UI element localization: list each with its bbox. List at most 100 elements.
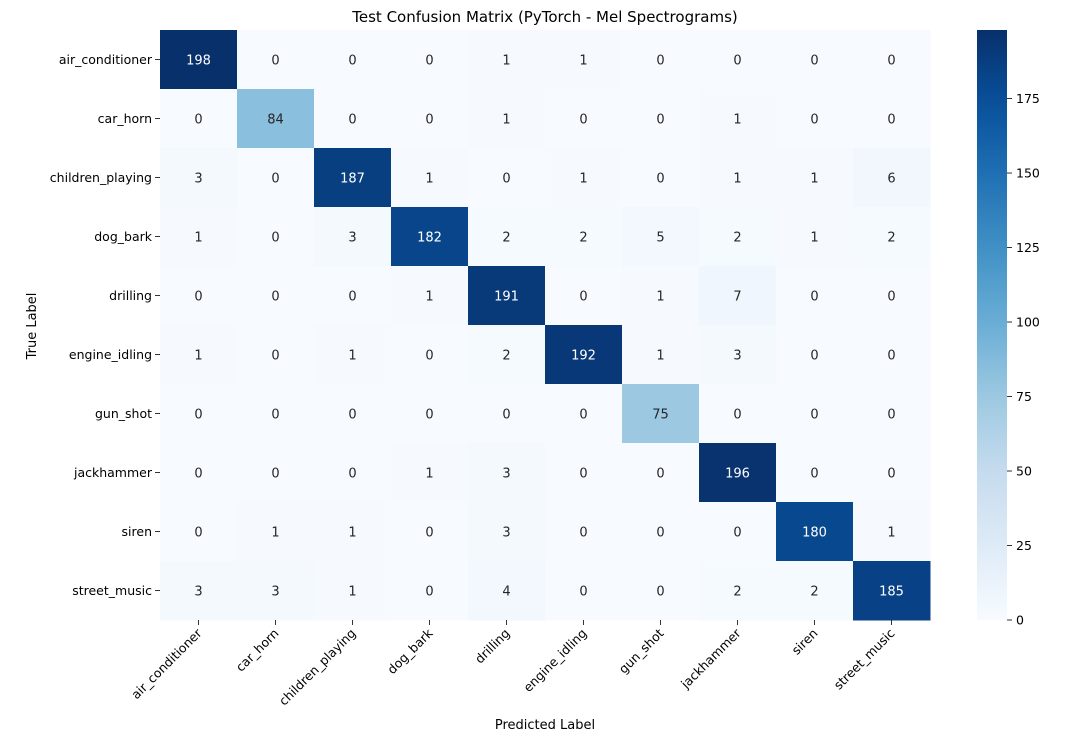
heatmap-cell [776,148,854,208]
cell-value-label: 1 [502,54,510,69]
y-tick-label: children_playing [50,170,152,185]
heatmap-cell [545,561,623,621]
x-tick-label: engine_idling [520,626,589,695]
cell-value-label: 0 [425,526,433,541]
y-axis-label: True Label [25,293,40,361]
cell-value-label: 0 [656,467,664,482]
heatmap-cell [391,207,469,267]
cell-value-label: 0 [656,526,664,541]
heatmap-cell [160,266,238,326]
colorbar-tick-label: 50 [1016,464,1032,479]
heatmap-cell [314,502,392,562]
heatmap-cell [853,266,931,326]
cell-value-label: 1 [887,526,895,541]
cell-value-label: 0 [502,408,510,423]
cell-value-label: 1 [733,113,741,128]
heatmap-cell [622,443,700,503]
colorbar-tick-label: 25 [1016,538,1032,553]
heatmap-cell [160,561,238,621]
cell-value-label: 1 [348,349,356,364]
cell-value-label: 2 [733,231,741,246]
heatmap-cell [776,561,854,621]
x-tick-label: siren [788,626,820,658]
cell-value-label: 2 [502,231,510,246]
cell-value-label: 191 [494,290,519,305]
cell-value-label: 1 [656,290,664,305]
cell-value-label: 0 [271,172,279,187]
cell-value-label: 0 [502,172,510,187]
colorbar-tick-label: 75 [1016,389,1032,404]
colorbar-tick-label: 150 [1016,166,1040,181]
y-tick-label: street_music [72,583,152,598]
cell-value-label: 0 [887,467,895,482]
x-tick-label: drilling [472,626,513,667]
heatmap-cell [468,148,546,208]
y-tick-label: jackhammer [73,465,153,480]
heatmap-cell [237,384,315,444]
cell-value-label: 2 [733,585,741,600]
heatmap-cell [853,148,931,208]
heatmap-cell [237,502,315,562]
heatmap-cell [314,325,392,385]
cell-value-label: 1 [194,231,202,246]
heatmap-cell [391,384,469,444]
cell-value-label: 2 [502,349,510,364]
cell-value-label: 0 [656,113,664,128]
heatmap-cell [468,207,546,267]
heatmap-cell [160,207,238,267]
cell-value-label: 1 [579,172,587,187]
cell-value-label: 1 [810,172,818,187]
heatmap-cell [314,148,392,208]
cell-value-label: 0 [887,54,895,69]
heatmap-cell [391,266,469,326]
heatmap-cell [853,30,931,90]
y-tick-label: gun_shot [95,406,152,421]
heatmap-cell [776,30,854,90]
cell-value-label: 2 [810,585,818,600]
heatmap-cell [776,384,854,444]
heatmap-cell [314,89,392,149]
heatmap-cell [622,89,700,149]
heatmap-cell [160,325,238,385]
heatmap-cell [699,325,777,385]
heatmap-cell [160,89,238,149]
heatmap-cell [391,30,469,90]
heatmap-cell [160,148,238,208]
cell-value-label: 0 [271,349,279,364]
cell-value-label: 0 [579,526,587,541]
cell-value-label: 1 [502,113,510,128]
colorbar-tick-label: 125 [1016,240,1040,255]
heatmap-cell [468,384,546,444]
cell-value-label: 0 [579,585,587,600]
heatmap-cell [699,30,777,90]
heatmap-cell [853,443,931,503]
cell-value-label: 0 [194,290,202,305]
heatmap-cell [545,89,623,149]
heatmap-cell [776,502,854,562]
heatmap-cell [545,266,623,326]
heatmap-cell [699,266,777,326]
cell-value-label: 0 [656,585,664,600]
cell-value-label: 3 [271,585,279,600]
heatmap-cell [237,561,315,621]
heatmap-cell [622,266,700,326]
heatmap-cell [237,30,315,90]
cell-value-label: 2 [579,231,587,246]
cell-value-label: 0 [194,408,202,423]
heatmap-cell [699,443,777,503]
cell-value-label: 0 [810,349,818,364]
cell-value-label: 0 [425,408,433,423]
cell-value-label: 0 [271,54,279,69]
cell-value-label: 0 [194,467,202,482]
y-tick-label: siren [122,524,152,539]
cell-value-label: 0 [194,113,202,128]
cell-value-label: 0 [887,290,895,305]
heatmap-cell [237,266,315,326]
heatmap-cell [468,325,546,385]
cell-value-label: 196 [725,467,750,482]
heatmap-cell [314,207,392,267]
heatmap-cell [160,502,238,562]
cell-value-label: 2 [887,231,895,246]
cell-value-label: 1 [271,526,279,541]
